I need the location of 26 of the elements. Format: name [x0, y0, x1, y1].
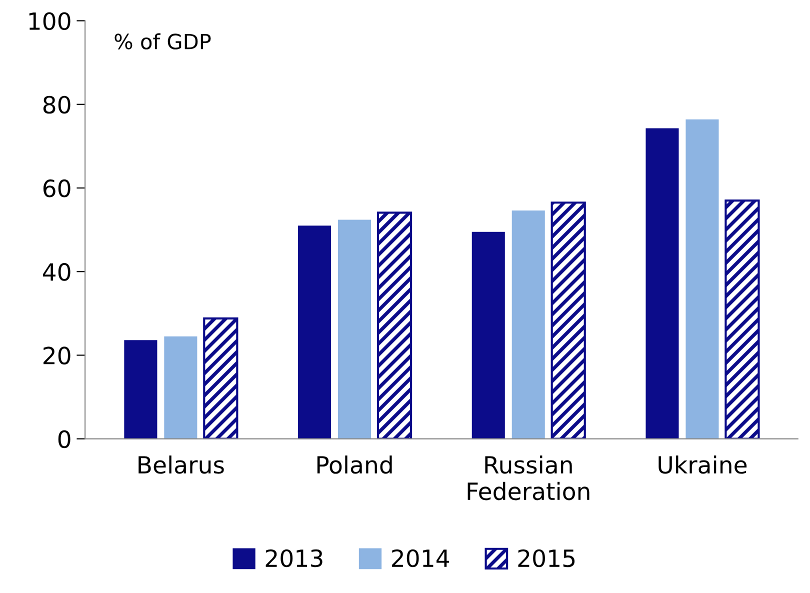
y-tick-label: 100 — [29, 12, 70, 30]
bar — [203, 317, 238, 439]
x-tick-label: Poland — [317, 455, 392, 474]
bar — [338, 220, 372, 439]
bar — [164, 336, 198, 439]
legend-label: 2013 — [266, 549, 322, 568]
bar — [724, 199, 760, 439]
legend-label: 2015 — [518, 549, 575, 568]
y-axis-title: % of GDP — [114, 33, 211, 50]
bar — [686, 119, 719, 439]
x-tick-label: Russian Federation — [468, 455, 590, 500]
bar — [124, 340, 158, 439]
bar — [472, 232, 505, 439]
legend-label: 2014 — [392, 549, 450, 568]
bar — [376, 212, 412, 439]
y-tick-label: 0 — [58, 430, 70, 448]
bar — [298, 226, 332, 439]
y-tick-label: 80 — [43, 96, 70, 114]
x-tick-label: Belarus — [138, 455, 224, 474]
y-tick-label: 40 — [42, 263, 70, 281]
y-tick-label: 60 — [43, 179, 70, 198]
bar — [550, 202, 586, 439]
bar — [646, 128, 679, 439]
x-tick-label: Ukraine — [658, 455, 747, 474]
bar — [512, 210, 545, 439]
y-tick-label: 20 — [44, 346, 70, 365]
